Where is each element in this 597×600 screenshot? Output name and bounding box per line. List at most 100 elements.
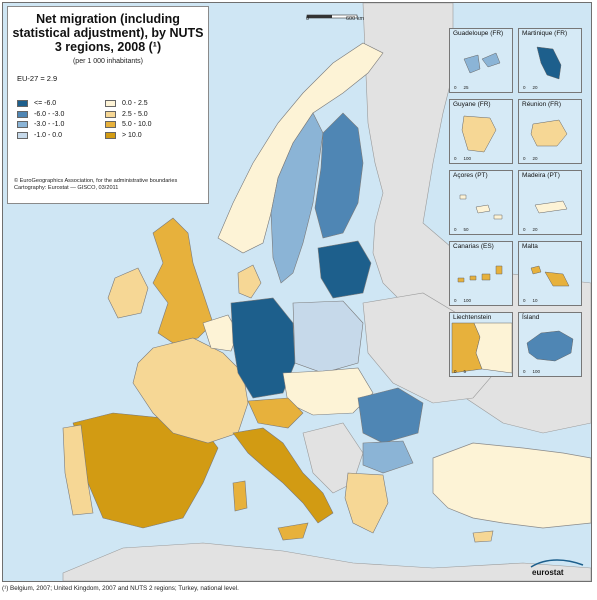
scale-bar-graphic: [306, 14, 358, 19]
tick: 0: [454, 298, 457, 303]
legend-swatch: [105, 110, 116, 118]
legend-swatch: [17, 121, 28, 128]
legend-label: -1.0 - 0.0: [34, 131, 63, 139]
scale-bar: 0 600 km: [306, 9, 365, 27]
logo-swoosh: [530, 559, 584, 568]
legend-item: 0.0 - 2.5: [105, 99, 152, 108]
tick: 0: [454, 85, 457, 90]
inset-scale: 0 100: [454, 156, 471, 161]
legend-swatch: [17, 110, 28, 118]
inset-guyane: Guyane (FR) 0 100: [449, 99, 513, 164]
inset-shape: [536, 46, 562, 80]
legend-item: 2.5 - 5.0: [105, 110, 152, 119]
legend-swatch: [105, 100, 116, 107]
inset-scale: 0 50: [454, 227, 469, 232]
inset-shape: [461, 115, 497, 153]
legend-item: 5.0 - 10.0: [105, 120, 152, 129]
inset-shape: [451, 322, 512, 374]
finland: [314, 112, 364, 239]
inset-guadeloupe: Guadeloupe (FR) 0 25: [449, 28, 513, 93]
inset-scale: 0 25: [454, 85, 469, 90]
legend-label: 2.5 - 5.0: [122, 110, 148, 118]
tick: 100: [532, 369, 541, 374]
legend-label: -6.0 - -3.0: [34, 110, 65, 118]
legend-item: -6.0 - -3.0: [17, 110, 64, 119]
inset-label: Martinique (FR): [522, 30, 568, 37]
austria-slovenia: [247, 397, 304, 429]
inset-scale: 0 10: [523, 298, 538, 303]
legend-label: > 10.0: [122, 131, 142, 139]
tick: 25: [463, 85, 469, 90]
legend-item: -3.0 - -1.0: [17, 120, 64, 129]
credit-cartography: Cartography: Eurostat — GISCO, 03/2011: [14, 185, 119, 191]
tick: 0: [523, 156, 526, 161]
legend-swatch: [105, 131, 116, 139]
denmark: [237, 264, 262, 299]
tick: 10: [532, 298, 538, 303]
tick: 20: [532, 227, 538, 232]
map-frame: 0 600 km Net migration (including statis…: [2, 2, 592, 582]
inset-label: Liechtenstein: [453, 314, 492, 321]
eu-average: EU-27 = 2.9: [17, 74, 58, 83]
legend-column-positive: 0.0 - 2.5 2.5 - 5.0 5.0 - 10.0 > 10.0: [105, 99, 152, 141]
baltics: [317, 240, 372, 299]
inset-label: Malta: [522, 243, 538, 250]
inset-madeira: Madeira (PT) 0 20: [518, 170, 582, 235]
great-britain: [152, 217, 214, 344]
north-africa-landmass: [62, 542, 591, 581]
legend-swatch: [105, 121, 116, 128]
greece: [344, 472, 389, 534]
inset-label: Açores (PT): [453, 172, 488, 179]
bulgaria: [362, 440, 414, 474]
legend-item: -1.0 - 0.0: [17, 131, 64, 140]
inset-label: Ísland: [522, 314, 540, 321]
inset-malta: Malta 0 10: [518, 241, 582, 306]
tick: 0: [454, 156, 457, 161]
inset-shape: [534, 200, 568, 214]
legend-swatch: [17, 131, 28, 139]
map-subtitle: (per 1 000 inhabitants): [72, 58, 144, 65]
tick: 0: [523, 85, 526, 90]
legend-label: <= -6.0: [34, 100, 57, 107]
tick: 0: [454, 369, 457, 374]
inset-scale: 0 100: [523, 369, 540, 374]
legend-item: <= -6.0: [17, 99, 64, 108]
inset-island: Ísland 0 100: [518, 312, 582, 377]
title-legend-panel: Net migration (including statistical adj…: [7, 6, 209, 204]
tick: 0: [454, 227, 457, 232]
poland: [292, 300, 364, 374]
inset-label: Madeira (PT): [522, 172, 560, 179]
inset-canarias: Canarias (ES) 0 100: [449, 241, 513, 306]
inset-martinique: Martinique (FR) 0 20: [518, 28, 582, 93]
inset-shape: [463, 52, 501, 74]
germany: [230, 297, 296, 399]
legend-label: -3.0 - -1.0: [34, 121, 65, 128]
eurostat-logo: eurostat: [527, 559, 587, 579]
inset-shape: [526, 330, 574, 362]
tick: 100: [463, 298, 472, 303]
legend-label: 5.0 - 10.0: [122, 121, 152, 128]
tick: 0: [523, 227, 526, 232]
cyprus: [472, 530, 494, 543]
inset-scale: 0 20: [523, 85, 538, 90]
tick: 20: [532, 85, 538, 90]
tick: 20: [532, 156, 538, 161]
inset-shape: [530, 265, 570, 287]
inset-scale: 0 20: [523, 227, 538, 232]
tick: 5: [463, 369, 467, 374]
logo-text: eurostat: [532, 568, 564, 577]
inset-label: Guyane (FR): [453, 101, 491, 108]
tick: 0: [523, 369, 526, 374]
credits: © EuroGeographics Association, for the a…: [14, 178, 177, 192]
sardinia: [232, 480, 248, 512]
legend-item: > 10.0: [105, 131, 152, 140]
inset-shape: [457, 265, 503, 283]
legend-column-negative: <= -6.0 -6.0 - -3.0 -3.0 - -1.0 -1.0 - 0…: [17, 99, 64, 141]
inset-scale: 0 100: [454, 298, 471, 303]
scale-end: 600 km: [346, 16, 365, 22]
tick: 50: [463, 227, 469, 232]
credit-boundaries: © EuroGeographics Association, for the a…: [14, 178, 178, 184]
inset-label: Réunion (FR): [522, 101, 562, 108]
italy: [232, 427, 334, 524]
